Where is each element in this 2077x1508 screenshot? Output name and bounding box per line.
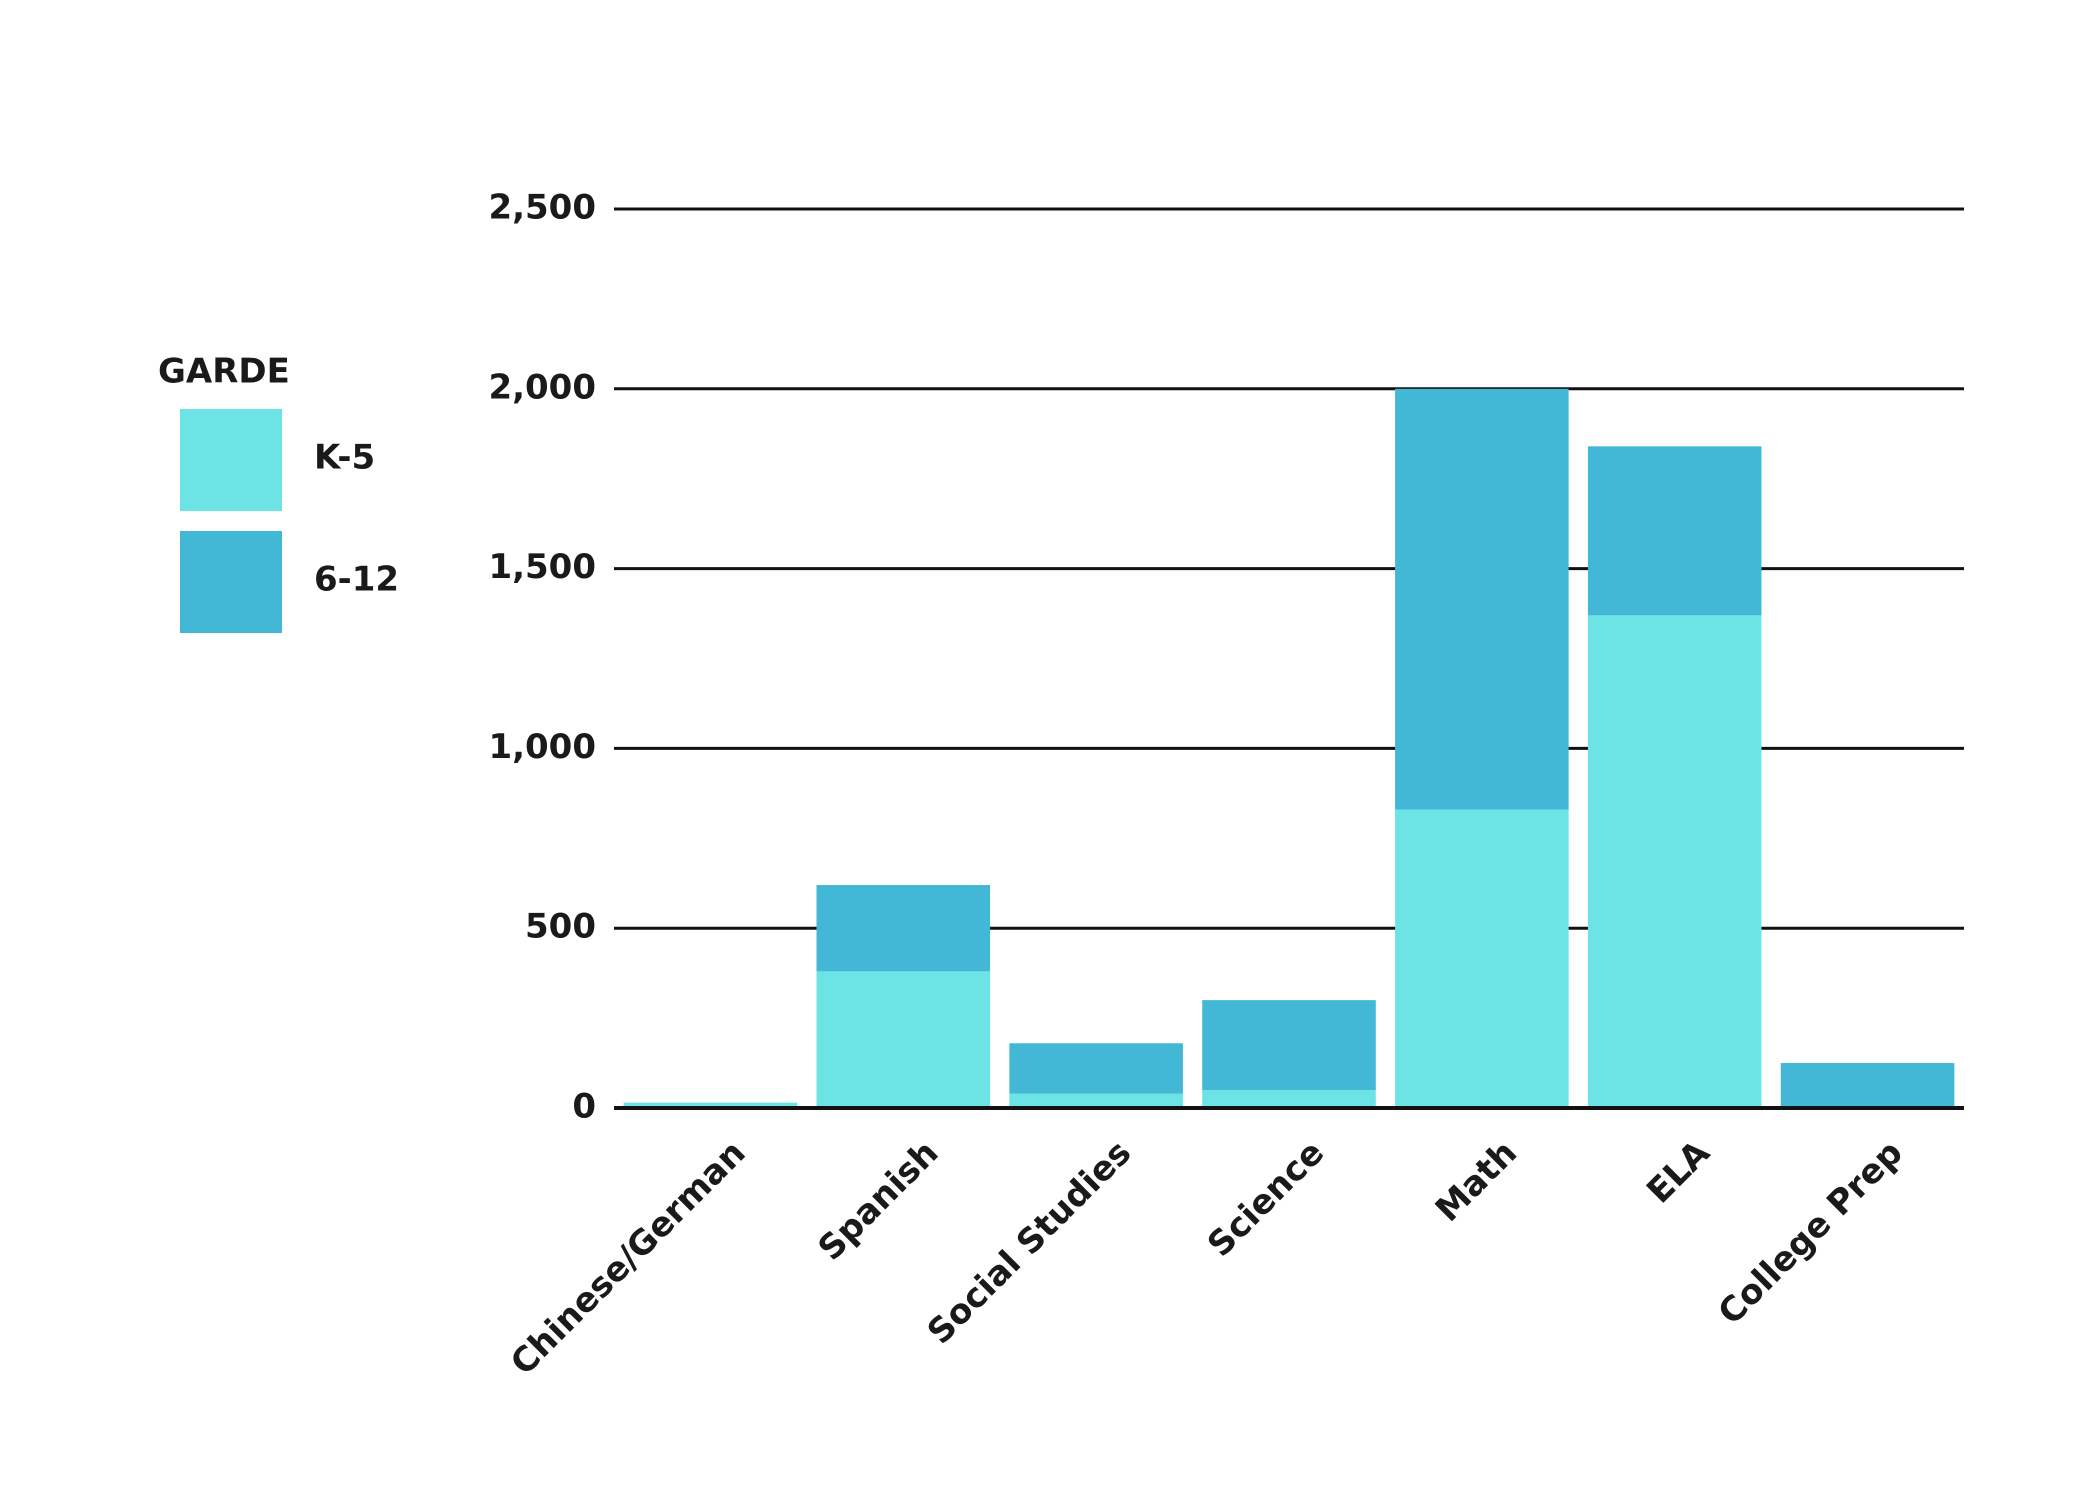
legend-title: GARDE: [158, 352, 290, 392]
bar-segment: [623, 1102, 798, 1108]
bar-segment: [1395, 809, 1569, 1108]
x-tick-label: Spanish: [811, 1133, 947, 1269]
bar-segment: [1202, 1000, 1376, 1091]
x-tick-label: Math: [1428, 1133, 1525, 1230]
bar-segment: [816, 971, 991, 1108]
bar-segment: [1780, 1063, 1955, 1108]
y-tick-label: 2,000: [488, 367, 596, 407]
legend-swatch: [180, 531, 282, 633]
bar-segment: [1202, 1090, 1376, 1108]
y-tick-label: 0: [572, 1087, 596, 1127]
legend-label: K-5: [314, 438, 375, 478]
bar-segment: [1587, 446, 1762, 616]
bar-segment: [816, 885, 991, 972]
bar-segment: [1395, 388, 1569, 810]
bar-segment: [1587, 615, 1762, 1108]
x-tick-label: College Prep: [1711, 1133, 1911, 1333]
x-tick-label: Chinese/German: [503, 1133, 753, 1383]
y-tick-label: 2,500: [488, 188, 596, 228]
x-tick-label: ELA: [1639, 1132, 1718, 1211]
bar-segment: [1009, 1093, 1183, 1108]
y-tick-label: 1,000: [488, 727, 596, 767]
x-tick-label: Social Studies: [920, 1133, 1139, 1352]
bar-segment: [1009, 1043, 1183, 1094]
y-tick-label: 1,500: [488, 547, 596, 587]
legend-label: 6-12: [314, 560, 399, 600]
legend-swatch: [180, 409, 282, 511]
y-tick-label: 500: [525, 907, 596, 947]
x-tick-label: Science: [1200, 1133, 1332, 1265]
